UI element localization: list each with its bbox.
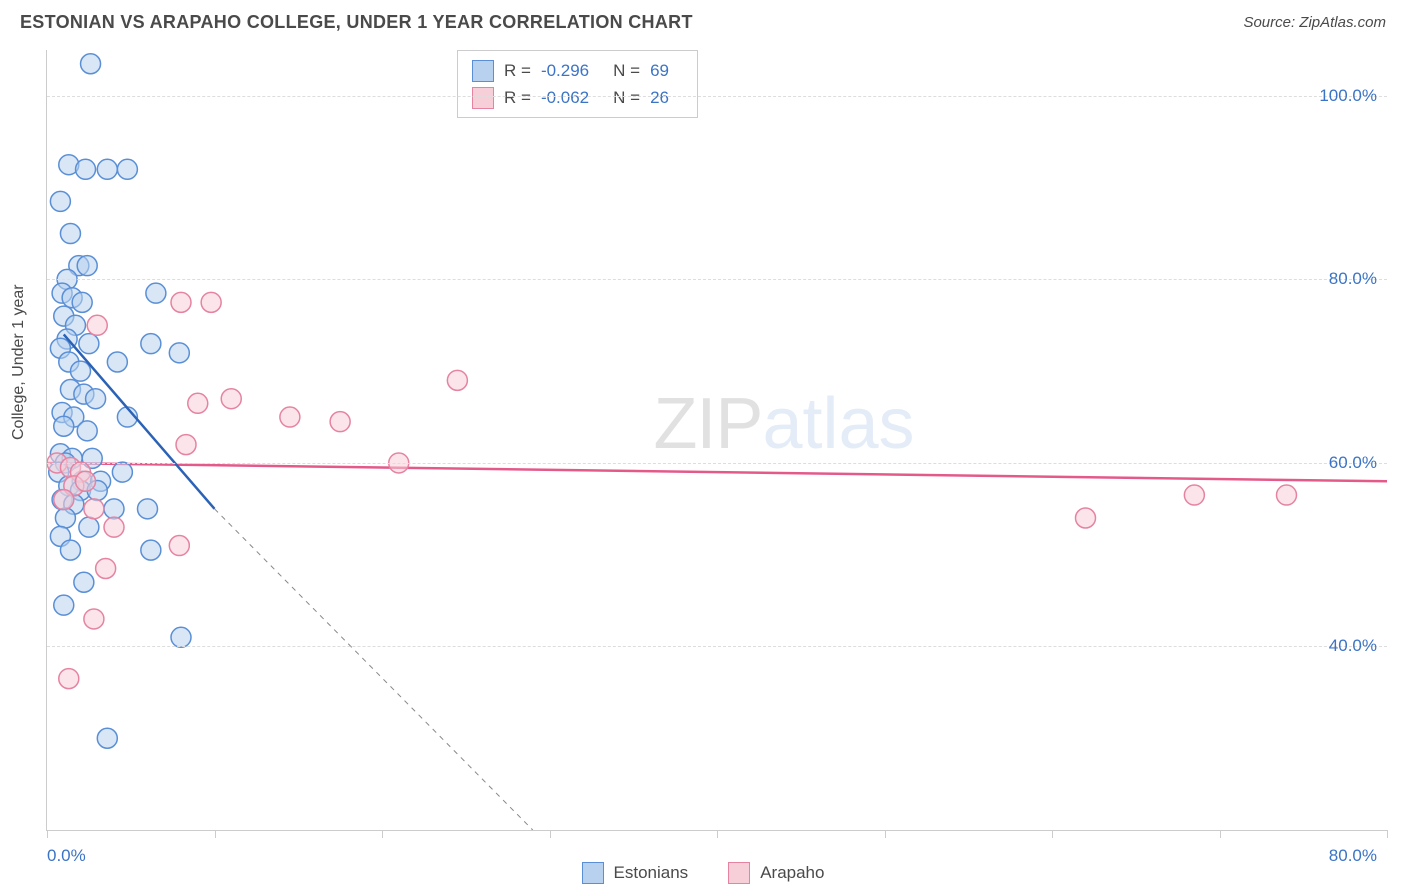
r-value-arapaho: -0.062 — [541, 84, 589, 111]
n-label: N = — [613, 84, 640, 111]
y-tick-label: 80.0% — [1329, 269, 1377, 289]
y-tick-label: 40.0% — [1329, 636, 1377, 656]
chart-title: ESTONIAN VS ARAPAHO COLLEGE, UNDER 1 YEA… — [20, 12, 693, 33]
gridline — [47, 463, 1387, 464]
n-label: N = — [613, 57, 640, 84]
legend-label-arapaho: Arapaho — [760, 863, 824, 883]
x-tick — [885, 830, 886, 838]
r-value-estonians: -0.296 — [541, 57, 589, 84]
stats-row-estonians: R = -0.296 N = 69 — [472, 57, 683, 84]
gridline — [47, 96, 1387, 97]
x-tick — [1052, 830, 1053, 838]
legend-swatch-estonians — [582, 862, 604, 884]
r-label: R = — [504, 84, 531, 111]
gridline — [47, 646, 1387, 647]
legend-label-estonians: Estonians — [614, 863, 689, 883]
scatter-svg — [47, 50, 1387, 830]
x-tick — [1387, 830, 1388, 838]
legend-item-arapaho: Arapaho — [728, 862, 824, 884]
swatch-estonians — [472, 60, 494, 82]
r-label: R = — [504, 57, 531, 84]
x-tick — [717, 830, 718, 838]
gridline — [47, 279, 1387, 280]
y-tick-label: 100.0% — [1319, 86, 1377, 106]
x-tick — [47, 830, 48, 838]
x-tick — [1220, 830, 1221, 838]
x-tick — [550, 830, 551, 838]
n-value-estonians: 69 — [650, 57, 669, 84]
y-axis-label: College, Under 1 year — [10, 284, 28, 440]
chart-header: ESTONIAN VS ARAPAHO COLLEGE, UNDER 1 YEA… — [0, 0, 1406, 41]
source-attribution: Source: ZipAtlas.com — [1243, 14, 1386, 31]
swatch-arapaho — [472, 87, 494, 109]
stats-row-arapaho: R = -0.062 N = 26 — [472, 84, 683, 111]
x-tick — [215, 830, 216, 838]
correlation-stats-box: R = -0.296 N = 69 R = -0.062 N = 26 — [457, 50, 698, 118]
y-tick-label: 60.0% — [1329, 453, 1377, 473]
x-tick — [382, 830, 383, 838]
n-value-arapaho: 26 — [650, 84, 669, 111]
bottom-legend: Estonians Arapaho — [0, 862, 1406, 884]
plot-area: ZIPatlas R = -0.296 N = 69 R = -0.062 N … — [46, 50, 1387, 831]
legend-swatch-arapaho — [728, 862, 750, 884]
legend-item-estonians: Estonians — [582, 862, 689, 884]
